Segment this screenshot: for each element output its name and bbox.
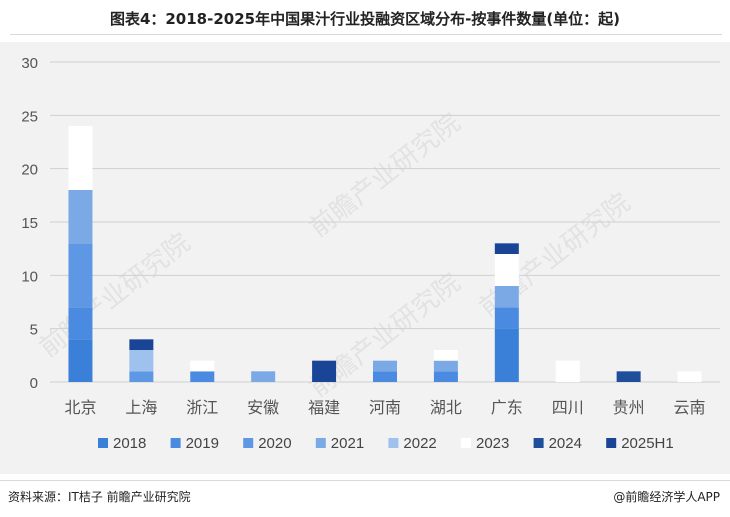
watermark-text: 前瞻产业研究院 [304,108,466,244]
legend-label: 2022 [403,435,436,452]
legend-swatch [533,438,544,448]
source-text: 资料来源：IT桔子 前瞻产业研究院 [8,490,191,504]
y-tick-label: 25 [21,108,38,125]
bar-segment [68,126,93,190]
bar-segment [251,371,276,382]
legend-label: 2020 [258,435,291,452]
legend-label: 2018 [113,435,146,452]
bar-segment [129,350,154,372]
y-tick-label: 10 [21,268,38,285]
bar-segment [373,360,397,372]
watermark-text: 前瞻产业研究院 [34,228,196,364]
bar-segment [494,286,519,308]
legend-label: 2024 [549,435,582,452]
bar-segment [68,190,93,244]
bar-segment [494,254,519,286]
x-tick-label: 安徽 [247,398,279,417]
legend-label: 2021 [331,435,364,452]
watermark-text: 前瞻产业研究院 [304,268,466,404]
y-tick-label: 20 [21,162,38,179]
bar-segment [312,360,337,382]
legend-swatch [388,438,399,448]
y-tick-label: 5 [30,322,38,339]
bar-segment [129,371,154,382]
bar-segment [433,371,458,382]
x-tick-label: 北京 [64,398,96,417]
x-tick-label: 上海 [125,398,157,417]
legend-label: 2025H1 [621,435,674,452]
bar-segment [68,243,93,308]
bar-segment [190,371,215,382]
bar-segment [677,371,702,382]
legend-swatch [98,438,108,448]
title-divider [10,34,722,35]
legend-swatch [461,438,471,448]
y-tick-label: 15 [21,215,38,232]
bar-segment [433,360,458,372]
legend-swatch [243,438,254,448]
x-tick-label: 湖北 [430,398,462,417]
bar-segment [129,339,154,350]
bar-segment [190,360,215,372]
chart-title: 图表4：2018-2025年中国果汁行业投融资区域分布-按事件数量(单位：起) [109,10,621,28]
bar-segment [555,360,580,382]
bar-segment [494,328,519,382]
chart-area: 前瞻产业研究院 前瞻产业研究院 前瞻产业研究院 前瞻产业研究院 0 5 10 15 20 25 30… [0,42,730,474]
x-tick-label: 福建 [308,398,340,417]
bar-segment [68,307,93,340]
bar-segment [494,243,519,254]
x-tick-label: 广东 [491,398,523,417]
bar-segment [433,350,458,361]
y-tick-label: 30 [21,55,38,72]
x-tick-label: 河南 [369,398,401,417]
y-tick-label: 0 [30,375,38,392]
x-tick-label: 云南 [674,398,706,417]
brand-text: @前瞻经济学人APP [613,490,720,504]
legend-swatch [170,438,181,448]
bar-segment [616,371,641,382]
legend-swatch [315,438,326,448]
x-tick-label: 四川 [552,398,584,417]
legend-label: 2023 [476,435,509,452]
footer: 资料来源：IT桔子 前瞻产业研究院 @前瞻经济学人APP [0,480,730,517]
x-tick-label: 浙江 [186,398,218,417]
bar-segment [494,307,519,329]
bar-segment [373,371,397,382]
legend-swatch [606,438,617,448]
x-tick-label: 贵州 [613,398,645,417]
legend-label: 2019 [186,435,219,452]
bar-segment [68,339,93,382]
